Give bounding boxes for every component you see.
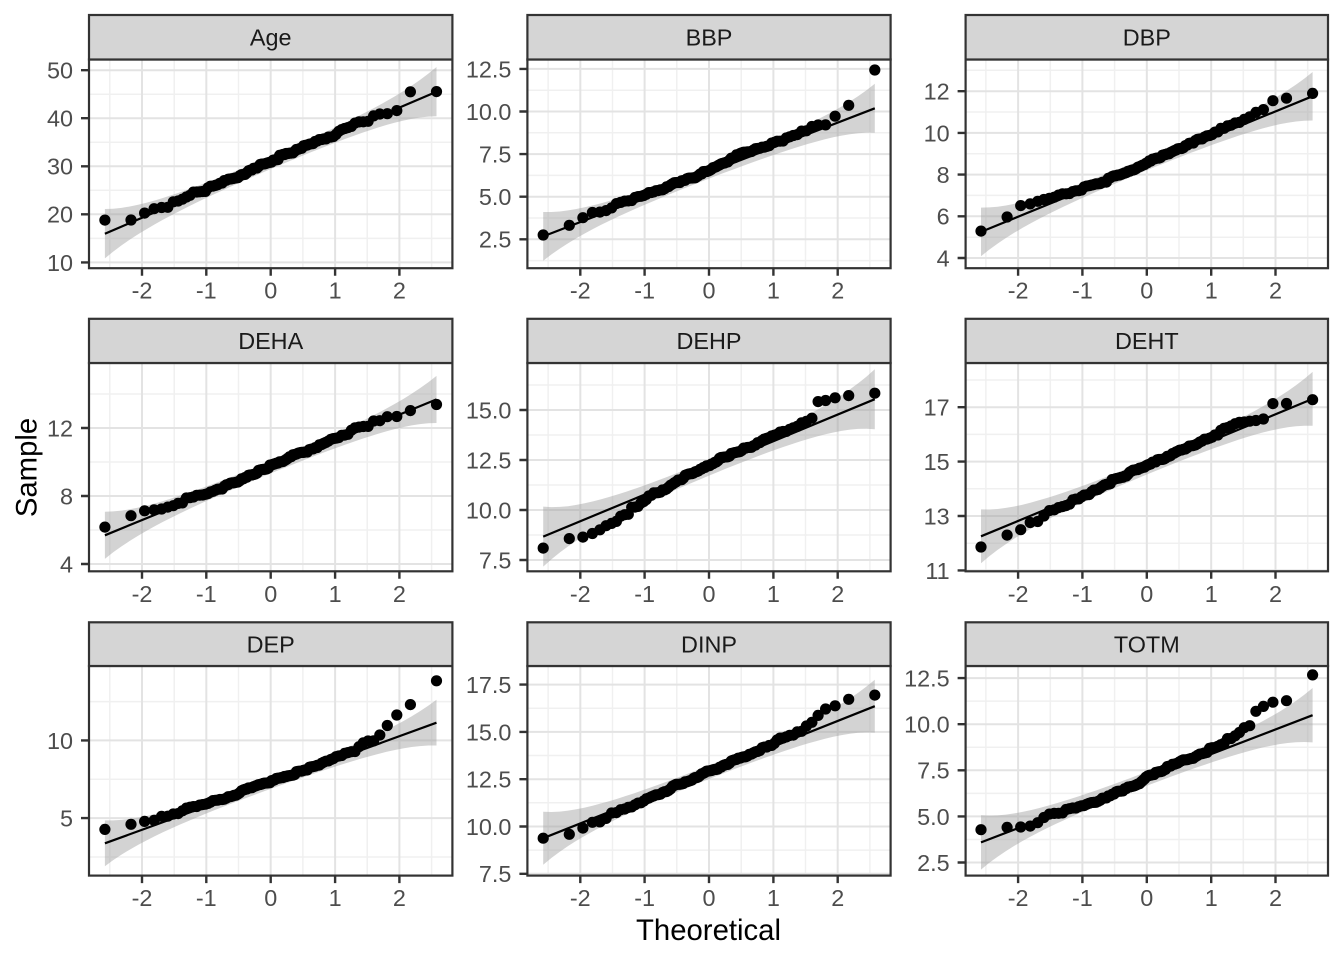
svg-text:7.5: 7.5 <box>479 547 512 573</box>
svg-text:0: 0 <box>1140 885 1153 911</box>
svg-text:-1: -1 <box>634 581 655 607</box>
svg-text:2: 2 <box>831 278 844 304</box>
svg-text:1: 1 <box>767 885 780 911</box>
svg-text:1: 1 <box>329 581 342 607</box>
svg-text:2: 2 <box>1269 278 1282 304</box>
svg-text:17: 17 <box>924 395 950 421</box>
svg-text:-2: -2 <box>132 885 153 911</box>
svg-text:1: 1 <box>329 278 342 304</box>
svg-text:15.0: 15.0 <box>466 397 512 423</box>
svg-text:0: 0 <box>1140 581 1153 607</box>
svg-text:10.0: 10.0 <box>466 99 512 125</box>
svg-text:8: 8 <box>937 162 950 188</box>
svg-text:7.5: 7.5 <box>479 861 512 887</box>
svg-text:-2: -2 <box>132 581 153 607</box>
svg-text:0: 0 <box>264 278 277 304</box>
svg-text:-2: -2 <box>1008 885 1029 911</box>
svg-text:-1: -1 <box>196 885 217 911</box>
svg-text:-1: -1 <box>196 278 217 304</box>
svg-text:2: 2 <box>831 581 844 607</box>
svg-text:DINP: DINP <box>681 631 737 657</box>
svg-text:12.5: 12.5 <box>466 767 512 793</box>
svg-text:Sample: Sample <box>11 418 44 517</box>
svg-text:5.0: 5.0 <box>479 184 512 210</box>
svg-text:-1: -1 <box>196 581 217 607</box>
svg-text:10.0: 10.0 <box>466 497 512 523</box>
svg-text:11: 11 <box>925 558 949 584</box>
svg-text:DBP: DBP <box>1123 25 1171 51</box>
svg-text:12: 12 <box>47 415 73 441</box>
svg-text:TOTM: TOTM <box>1114 631 1180 657</box>
svg-text:1: 1 <box>1205 885 1218 911</box>
svg-text:10: 10 <box>924 120 950 146</box>
svg-text:2.5: 2.5 <box>917 850 950 876</box>
svg-text:1: 1 <box>1205 581 1218 607</box>
svg-text:2: 2 <box>1269 885 1282 911</box>
svg-text:-2: -2 <box>132 278 153 304</box>
svg-text:0: 0 <box>702 278 715 304</box>
svg-text:2.5: 2.5 <box>479 227 512 253</box>
svg-text:-1: -1 <box>1072 278 1093 304</box>
svg-text:2: 2 <box>393 278 406 304</box>
svg-text:17.5: 17.5 <box>466 672 512 698</box>
svg-text:BBP: BBP <box>686 25 733 51</box>
svg-text:15: 15 <box>924 449 950 475</box>
svg-text:5: 5 <box>60 806 73 832</box>
svg-text:-1: -1 <box>634 278 655 304</box>
svg-text:12.5: 12.5 <box>466 447 512 473</box>
svg-text:10.0: 10.0 <box>466 814 512 840</box>
svg-text:8: 8 <box>60 483 73 509</box>
svg-text:15.0: 15.0 <box>466 719 512 745</box>
svg-text:30: 30 <box>47 154 73 180</box>
svg-text:7.5: 7.5 <box>479 142 512 168</box>
svg-text:13: 13 <box>924 503 950 529</box>
svg-text:-1: -1 <box>1072 885 1093 911</box>
svg-text:Theoretical: Theoretical <box>636 914 781 947</box>
svg-text:Age: Age <box>250 25 292 51</box>
svg-text:1: 1 <box>1205 278 1218 304</box>
svg-text:DEHA: DEHA <box>238 328 303 354</box>
svg-text:7.5: 7.5 <box>917 758 950 784</box>
svg-text:12.5: 12.5 <box>904 666 950 692</box>
svg-text:5.0: 5.0 <box>917 804 950 830</box>
svg-text:DEP: DEP <box>247 631 295 657</box>
svg-text:0: 0 <box>702 885 715 911</box>
svg-text:10.0: 10.0 <box>904 712 950 738</box>
svg-text:40: 40 <box>47 106 73 132</box>
svg-text:4: 4 <box>60 551 73 577</box>
svg-text:2: 2 <box>393 885 406 911</box>
svg-text:10: 10 <box>47 250 73 276</box>
svg-text:50: 50 <box>47 58 73 84</box>
svg-text:12: 12 <box>924 79 950 105</box>
svg-text:0: 0 <box>264 581 277 607</box>
svg-text:2: 2 <box>1269 581 1282 607</box>
svg-text:-1: -1 <box>1072 581 1093 607</box>
svg-text:0: 0 <box>702 581 715 607</box>
svg-text:1: 1 <box>767 581 780 607</box>
svg-text:0: 0 <box>264 885 277 911</box>
svg-text:-2: -2 <box>570 885 591 911</box>
svg-text:-2: -2 <box>570 581 591 607</box>
svg-text:20: 20 <box>47 202 73 228</box>
svg-text:DEHP: DEHP <box>677 328 742 354</box>
svg-text:0: 0 <box>1140 278 1153 304</box>
svg-text:6: 6 <box>937 204 950 230</box>
svg-text:12.5: 12.5 <box>466 56 512 82</box>
svg-text:-2: -2 <box>1008 581 1029 607</box>
svg-text:1: 1 <box>767 278 780 304</box>
svg-text:-1: -1 <box>634 885 655 911</box>
svg-text:2: 2 <box>831 885 844 911</box>
svg-text:10: 10 <box>47 728 73 754</box>
svg-text:4: 4 <box>937 245 950 271</box>
svg-text:2: 2 <box>393 581 406 607</box>
svg-text:-2: -2 <box>570 278 591 304</box>
svg-text:-2: -2 <box>1008 278 1029 304</box>
svg-text:DEHT: DEHT <box>1115 328 1179 354</box>
svg-text:1: 1 <box>329 885 342 911</box>
